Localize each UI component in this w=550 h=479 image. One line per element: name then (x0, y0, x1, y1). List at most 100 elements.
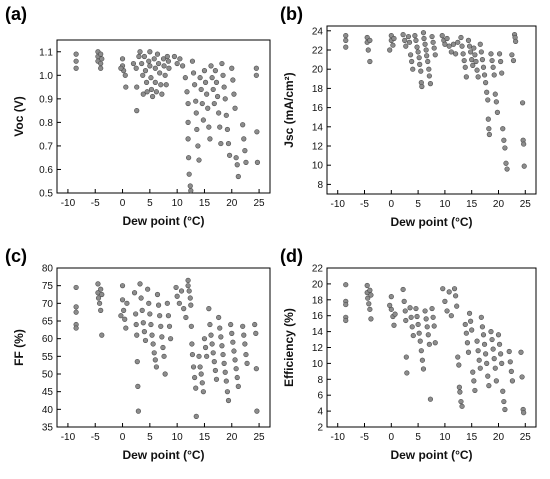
data-point (171, 53, 178, 60)
data-point (426, 341, 432, 347)
data-point (140, 72, 146, 78)
data-point (217, 124, 223, 130)
data-point (485, 373, 491, 379)
data-point (178, 288, 185, 294)
data-point (231, 91, 237, 97)
data-point (158, 323, 164, 329)
data-point (431, 45, 437, 51)
data-point (240, 323, 246, 329)
data-point (427, 80, 434, 87)
data-point (486, 126, 492, 132)
x-tick-label: 20 (226, 432, 238, 443)
data-point (387, 47, 393, 53)
data-point (474, 67, 480, 73)
data-point (146, 58, 152, 64)
data-point (418, 68, 424, 74)
x-tick-label: -10 (61, 432, 76, 443)
data-point (180, 63, 186, 69)
data-point (158, 82, 164, 88)
data-point (204, 91, 210, 97)
data-point (465, 37, 472, 44)
data-point (469, 56, 475, 63)
data-point (147, 311, 153, 317)
y-tick-label: 0.9 (39, 94, 53, 105)
x-axis-label: Dew point (°C) (122, 214, 204, 228)
y-tick-label: 18 (312, 295, 324, 306)
data-point (209, 75, 215, 81)
y-tick-label: 8 (317, 180, 323, 191)
data-point (480, 332, 487, 338)
data-point (150, 341, 156, 347)
data-point (415, 321, 421, 328)
data-point (424, 324, 430, 330)
y-tick-label: 4 (317, 407, 323, 418)
data-point (485, 116, 491, 122)
data-point (221, 84, 227, 90)
data-point (148, 321, 154, 328)
data-point (177, 56, 183, 62)
data-point (185, 283, 191, 289)
data-point (486, 131, 492, 138)
data-point (367, 58, 373, 65)
data-point (470, 62, 476, 68)
y-tick-label: 1.1 (39, 47, 53, 58)
data-point (229, 65, 235, 71)
data-point (95, 295, 102, 301)
data-point (466, 43, 473, 49)
data-point (451, 286, 458, 292)
data-point (188, 188, 194, 194)
data-point (420, 366, 427, 372)
data-point (206, 124, 212, 130)
data-point (159, 334, 165, 340)
data-point (415, 49, 421, 55)
data-point (174, 60, 180, 67)
data-point (485, 97, 491, 103)
data-point (166, 65, 172, 71)
data-point (213, 376, 220, 382)
y-axis-label: Jsc (mA/cm²) (282, 72, 296, 147)
x-tick-label: 25 (254, 432, 266, 443)
data-point (242, 341, 248, 347)
data-point (464, 340, 471, 346)
data-point (494, 109, 501, 115)
data-point (73, 284, 79, 291)
data-point (475, 348, 481, 354)
y-tick-label: 14 (312, 327, 324, 338)
data-point (184, 89, 190, 95)
data-point (403, 317, 409, 324)
y-tick-label: 0.5 (39, 189, 53, 200)
data-point (499, 70, 505, 76)
data-point (468, 49, 474, 55)
data-point (439, 32, 445, 39)
data-point (153, 364, 159, 370)
data-point (166, 323, 173, 329)
data-point (506, 348, 512, 355)
data-point (190, 364, 197, 370)
data-point (404, 370, 410, 376)
data-point (466, 310, 473, 316)
data-point (201, 67, 208, 74)
data-point (479, 56, 486, 63)
data-point (478, 49, 484, 55)
data-point (429, 305, 435, 312)
data-point (408, 52, 414, 58)
data-point (343, 37, 349, 44)
data-point (136, 53, 142, 60)
data-point (365, 295, 371, 301)
data-point (230, 339, 236, 345)
data-point (148, 75, 154, 81)
y-tick-label: 0.7 (39, 141, 53, 152)
data-point (233, 155, 239, 161)
data-point (207, 136, 213, 142)
data-point (486, 383, 492, 389)
data-point (504, 166, 510, 172)
data-point (195, 143, 201, 149)
data-point (212, 367, 218, 374)
data-point (193, 413, 199, 420)
data-point (73, 304, 79, 310)
data-point (403, 43, 409, 49)
data-point (154, 51, 161, 57)
data-point (458, 34, 464, 41)
data-point (231, 348, 237, 354)
